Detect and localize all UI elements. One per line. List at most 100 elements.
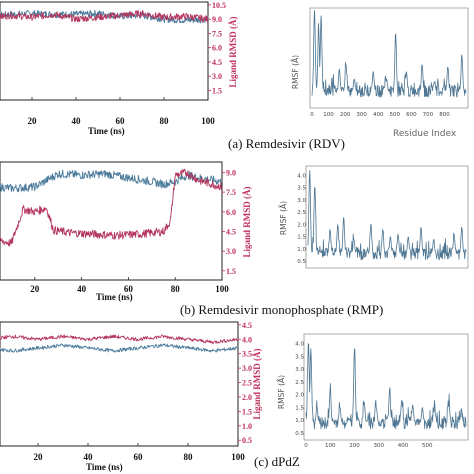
rmsd-a-ylabel-right: Ligand RMSD (Å) — [228, 16, 238, 87]
right-tick-label: 4.0 — [242, 335, 252, 344]
rmsf-b-ylabel: RMSF (Å) — [279, 201, 288, 235]
caption-b: (b) Remdesivir monophosphate (RMP) — [180, 302, 383, 317]
rmsf-line — [307, 170, 467, 261]
x-tick-label: 100 — [201, 116, 215, 126]
rmsd-b-ylabel-right: Ligand RMSD (Å) — [242, 186, 252, 257]
right-tick-label: 9.0 — [226, 168, 236, 177]
rmsd-a-right-ticks: 10.5 9.0 7.5 6.0 4.5 3.0 1.5 — [208, 1, 226, 95]
rmsf-y-tick-label: 3.0 — [297, 198, 306, 204]
rmsf-y-tick-label: 1.0 — [295, 418, 304, 424]
caption-a: (a) Remdesivir (RDV) — [228, 136, 345, 151]
rmsd-panel-b: 20 40 60 80 100 9.0 7.5 6.0 4.5 3.0 1.5 Time (ns)… — [0, 161, 252, 302]
rmsd-b-series — [0, 168, 223, 247]
protein-rmsd-line — [0, 169, 223, 193]
right-tick-label: 9.0 — [212, 15, 222, 24]
rmsf-x-tick-label: 0 — [310, 112, 314, 118]
x-tick-label: 20 — [34, 452, 44, 462]
rmsf-y-tick-label: 3.0 — [295, 367, 304, 373]
rmsd-a-series — [0, 9, 209, 24]
rmsf-b-series — [307, 170, 467, 261]
rmsf-c-y-ticks: 4.0 3.5 3.0 2.5 2.0 1.5 1.0 0.5 — [295, 342, 304, 437]
x-tick-label: 20 — [28, 116, 38, 126]
right-tick-label: 1.5 — [212, 86, 222, 95]
x-tick-label: 100 — [215, 284, 229, 294]
protein-rmsd-line — [0, 9, 209, 24]
rmsf-x-tick-label: 500 — [422, 443, 433, 449]
rmsf-y-tick-label: 1.5 — [295, 405, 304, 411]
right-tick-label: 1.0 — [242, 422, 252, 431]
right-tick-label: 3.0 — [226, 247, 236, 256]
rmsf-x-tick-label: 500 — [390, 112, 401, 118]
rmsf-c-ylabel: RMSF (Å) — [277, 375, 286, 409]
rmsd-b-x-ticks: 20 40 60 80 100 — [30, 277, 229, 294]
rmsf-line — [311, 10, 467, 98]
ligand-rmsd-line — [0, 168, 223, 247]
rmsf-b-frame — [305, 165, 469, 269]
rmsd-c-right-ticks: 4.5 4.0 3.5 3.0 2.5 2.0 1.5 1.0 0.5 — [238, 321, 252, 445]
x-tick-label: 60 — [116, 116, 126, 126]
rmsf-y-tick-label: 0.5 — [297, 259, 306, 265]
rmsd-c-series — [0, 334, 239, 353]
rmsf-a-series — [311, 10, 467, 98]
right-tick-label: 6.0 — [212, 44, 222, 53]
rmsf-c-series — [305, 343, 467, 430]
rmsf-y-tick-label: 0.5 — [295, 431, 304, 437]
right-tick-label: 1.5 — [242, 407, 252, 416]
rmsf-y-tick-label: 3.5 — [297, 186, 306, 192]
right-tick-label: 0.5 — [242, 436, 252, 445]
x-tick-label: 40 — [84, 452, 94, 462]
rmsf-x-tick-label: 800 — [439, 112, 450, 118]
right-tick-label: 10.5 — [212, 1, 226, 10]
caption-c: (c) dPdZ — [254, 454, 300, 469]
rmsd-c-frame — [0, 321, 239, 447]
rmsf-x-tick-label: 700 — [423, 112, 434, 118]
rmsf-y-tick-label: 4.0 — [295, 342, 304, 348]
rmsd-a-x-ticks: 20 40 60 80 100 — [28, 97, 215, 126]
x-tick-label: 80 — [184, 452, 194, 462]
right-tick-label: 2.5 — [242, 379, 252, 388]
rmsf-y-tick-label: 2.5 — [295, 380, 304, 386]
rmsd-panel-a: 20 40 60 80 100 10.5 9.0 7.5 6.0 4.5 3.0 1.5 Time … — [0, 1, 238, 136]
rmsf-a-xlabel: Residue Index — [393, 129, 457, 139]
rmsf-y-tick-label: 1.5 — [297, 235, 306, 241]
rmsf-x-tick-label: 200 — [349, 443, 360, 449]
x-tick-label: 80 — [160, 116, 170, 126]
rmsf-x-tick-label: 100 — [323, 112, 334, 118]
x-tick-label: 20 — [30, 284, 40, 294]
protein-rmsd-line — [0, 343, 239, 353]
right-tick-label: 3.0 — [212, 72, 222, 81]
x-tick-label: 100 — [231, 452, 245, 462]
rmsf-x-tick-label: 0 — [304, 443, 308, 449]
right-tick-label: 2.0 — [242, 393, 252, 402]
right-tick-label: 4.5 — [226, 227, 236, 236]
rmsf-y-tick-label: 2.0 — [295, 393, 304, 399]
rmsf-b-y-ticks: 4.0 3.5 3.0 2.5 2.0 1.5 1.0 0.5 — [297, 173, 306, 265]
rmsf-a-x-ticks: 0 100 200 300 400 500 600 700 800 — [310, 112, 450, 118]
x-tick-label: 40 — [72, 116, 82, 126]
rmsd-a-xlabel: Time (ns) — [88, 126, 125, 136]
right-tick-label: 7.5 — [226, 188, 236, 197]
rmsf-x-tick-label: 400 — [398, 443, 409, 449]
right-tick-label: 6.0 — [226, 208, 236, 217]
rmsd-b-frame — [0, 161, 223, 281]
rmsd-c-x-ticks: 20 40 60 80 100 — [34, 443, 245, 462]
rmsf-y-tick-label: 1.0 — [297, 247, 306, 253]
rmsf-a-frame — [309, 7, 469, 109]
rmsf-x-tick-label: 600 — [406, 112, 417, 118]
right-tick-label: 3.0 — [242, 364, 252, 373]
right-tick-label: 3.5 — [242, 350, 252, 359]
rmsf-a-ylabel: RMSF (Å) — [291, 55, 300, 89]
rmsf-x-tick-label: 300 — [373, 443, 384, 449]
rmsf-panel-a: 0 100 200 300 400 500 600 700 800 RMSF (Å) Resid… — [291, 7, 469, 139]
ligand-rmsd-line — [0, 9, 209, 23]
rmsf-panel-b: 4.0 3.5 3.0 2.5 2.0 1.5 1.0 0.5 RMSF (Å) — [279, 165, 469, 269]
rmsf-panel-c: 4.0 3.5 3.0 2.5 2.0 1.5 1.0 0.5 0 100 200 300 400 50… — [277, 333, 469, 449]
rmsf-x-tick-label: 100 — [325, 443, 336, 449]
ligand-rmsd-line — [0, 334, 239, 345]
rmsd-a-frame — [0, 1, 209, 101]
rmsf-y-tick-label: 2.0 — [297, 222, 306, 228]
rmsf-y-tick-label: 3.5 — [295, 354, 304, 360]
x-tick-label: 80 — [171, 284, 181, 294]
rmsd-c-ylabel-right: Ligand RMSD (Å) — [252, 348, 262, 419]
